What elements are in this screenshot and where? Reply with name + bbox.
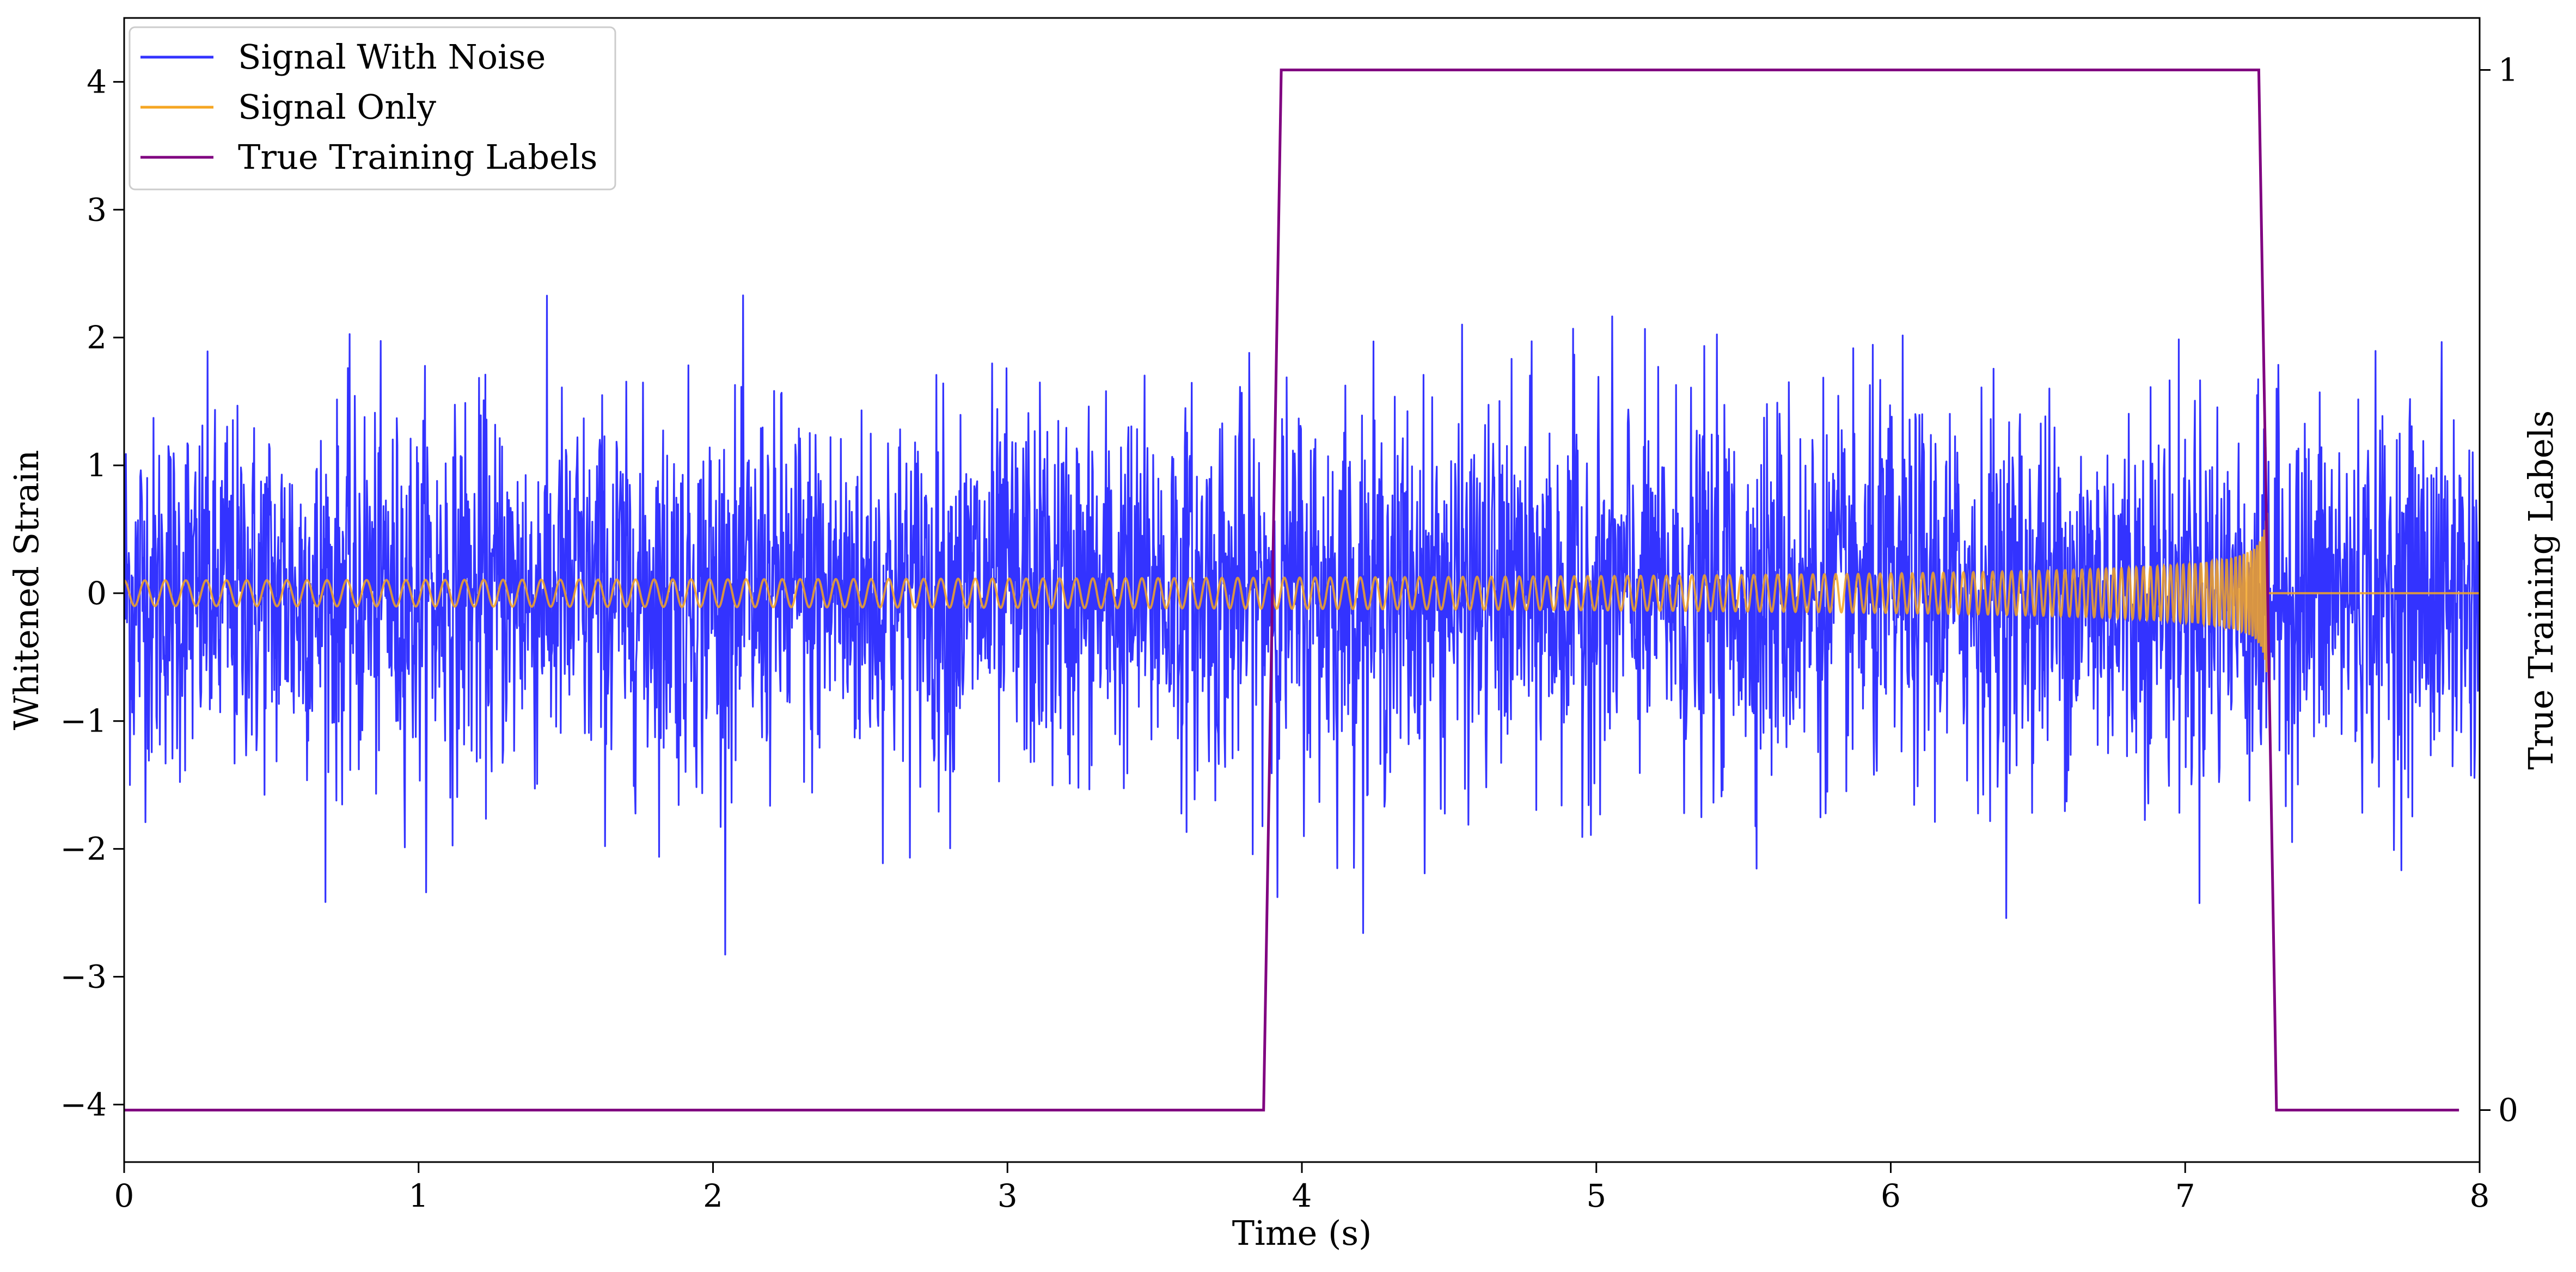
x-tick-label: 2 <box>703 1177 723 1214</box>
x-tick-label: 0 <box>114 1177 134 1214</box>
y-tick-label: −3 <box>60 958 107 995</box>
x-tick-label: 3 <box>998 1177 1018 1214</box>
x-tick-label: 7 <box>2175 1177 2195 1214</box>
y-tick-label: 2 <box>87 319 107 356</box>
x-tick-label: 5 <box>1586 1177 1606 1214</box>
series-signal-only <box>124 513 2480 673</box>
y-tick-label: 0 <box>87 575 107 612</box>
y-right-axis-label: True Training Labels <box>2521 410 2561 770</box>
legend-label-signal-only: Signal Only <box>238 87 436 127</box>
y-tick-label: 3 <box>87 191 107 228</box>
series-true-training-labels <box>124 69 2459 1111</box>
signal-only-line <box>124 513 2480 673</box>
y-tick-label: −2 <box>60 831 107 868</box>
x-tick-label: 6 <box>1881 1177 1901 1214</box>
y-axis-label: Whitened Strain <box>7 450 46 730</box>
x-axis-label: Time (s) <box>1232 1213 1372 1253</box>
x-tick-label: 4 <box>1292 1177 1312 1214</box>
axis-ticks: 0 1 2 3 4 5 6 7 8 −4 −3 −2 −1 0 1 2 3 4 0 1 <box>60 52 2518 1214</box>
y-tick-label: 4 <box>87 63 107 100</box>
x-tick-label: 8 <box>2470 1177 2490 1214</box>
y-tick-label: 1 <box>87 447 107 484</box>
y-right-tick-label: 1 <box>2498 52 2518 89</box>
y-right-tick-label: 0 <box>2498 1091 2518 1128</box>
y-tick-label: −4 <box>60 1086 107 1123</box>
true-training-labels-line <box>124 69 2459 1111</box>
y-tick-label: −1 <box>60 703 107 740</box>
signal-with-noise-line <box>124 294 2480 956</box>
x-tick-label: 1 <box>408 1177 429 1214</box>
series-signal-with-noise <box>124 294 2480 956</box>
legend-box <box>129 26 616 191</box>
legend: Signal With Noise Signal Only True Train… <box>129 26 616 191</box>
legend-label-true-training-labels: True Training Labels <box>238 137 597 177</box>
legend-label-signal-with-noise: Signal With Noise <box>238 37 546 77</box>
